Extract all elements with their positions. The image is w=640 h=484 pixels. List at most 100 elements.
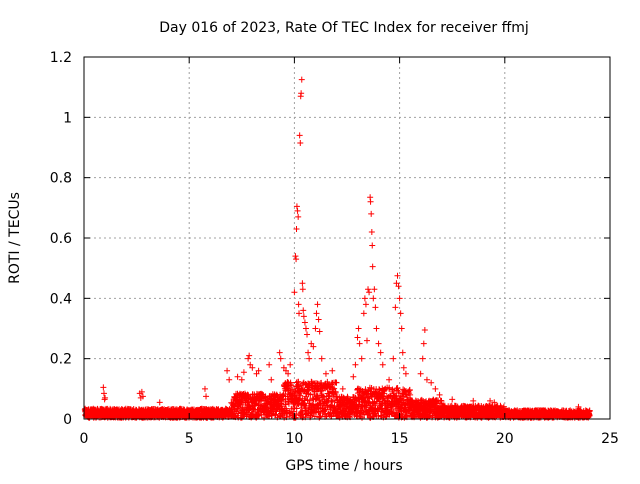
data-point [300,313,307,320]
data-point [306,355,313,362]
data-point [308,379,315,386]
data-point [420,340,427,347]
data-point [365,286,372,293]
data-point [246,352,253,359]
data-point [394,385,401,392]
data-point [373,325,380,332]
data-point [370,295,377,302]
data-point [428,379,435,386]
data-point [358,355,365,362]
plot-frame [83,56,611,420]
x-axis-label: GPS time / hours [285,458,402,474]
data-point [138,388,145,395]
data-point [586,407,593,414]
data-point [245,355,252,362]
data-point [278,400,285,407]
data-point [240,369,247,376]
x-tick-label: 0 [80,431,89,447]
data-point [252,401,259,408]
data-point [249,364,256,371]
data-point [277,355,284,362]
data-point [361,295,368,302]
data-point [294,400,301,407]
data-point [362,301,369,308]
data-point [397,310,404,317]
data-point [356,340,363,347]
data-point [318,355,325,362]
data-point [377,349,384,356]
data-point [386,385,393,392]
data-point [266,361,273,368]
y-tick-label: 0.4 [50,291,72,307]
data-point [368,210,375,217]
data-point [295,301,302,308]
data-point [332,389,339,396]
data-point [367,198,374,205]
data-point [299,280,306,287]
y-tick-label: 1.2 [50,50,72,66]
data-point [423,376,430,383]
data-point [302,411,309,418]
data-point [491,399,498,406]
data-point [287,361,294,368]
grid [84,57,610,419]
data-point [366,289,373,296]
data-point [419,355,426,362]
data-point [329,398,336,405]
data-point [310,343,317,350]
data-point [247,361,254,368]
data-point [432,385,439,392]
data-point [296,132,303,139]
data-point [376,386,383,393]
data-point [312,396,319,403]
x-tick-label: 5 [185,431,194,447]
data-point [369,263,376,270]
x-tick-label: 10 [285,431,303,447]
data-point [369,242,376,249]
data-point [280,392,287,399]
chart-title: Day 016 of 2023, Rate Of TEC Index for r… [159,20,529,36]
data-point [268,376,275,383]
data-point [295,213,302,220]
data-point [393,280,400,287]
data-point [301,397,308,404]
data-point [315,316,322,323]
y-tick-label: 0 [63,412,72,428]
data-point [296,382,303,389]
x-tick-label: 15 [391,431,409,447]
data-point [407,391,414,398]
data-point [400,364,407,371]
data-point [282,367,289,374]
data-point [418,396,425,403]
data-point [331,385,338,392]
data-point [402,370,409,377]
data-point [276,349,283,356]
data-point [395,283,402,290]
data-point [298,76,305,83]
data-point [363,337,370,344]
data-point [312,325,319,332]
data-point [293,225,300,232]
data-point [249,413,256,420]
data-point [314,301,321,308]
data-point [299,286,306,293]
data-point [403,411,410,418]
data-point [291,289,298,296]
data-point [234,373,241,380]
data-point [339,385,346,392]
y-axis-label: ROTI / TECUs [7,192,23,284]
y-tick-label: 0.8 [50,171,72,187]
data-point [296,391,303,398]
data-point [100,390,107,397]
y-tick-label: 1 [63,110,72,126]
data-point [437,397,444,404]
data-point [360,310,367,317]
data-point [355,325,362,332]
data-point [203,393,210,400]
data-point [280,364,287,371]
data-point [379,361,386,368]
data-point [305,349,312,356]
data-point [238,376,245,383]
data-points [81,76,593,421]
data-point [226,376,233,383]
